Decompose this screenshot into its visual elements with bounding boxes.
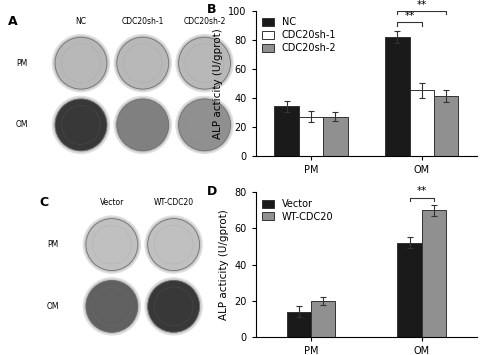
Legend: Vector, WT-CDC20: Vector, WT-CDC20	[260, 197, 335, 224]
Bar	[311, 301, 335, 337]
Text: PM: PM	[47, 240, 58, 249]
Circle shape	[145, 216, 202, 273]
Circle shape	[54, 98, 108, 152]
Circle shape	[179, 38, 230, 89]
Text: Vector: Vector	[100, 198, 124, 207]
Bar	[274, 106, 299, 156]
Circle shape	[147, 279, 201, 333]
Circle shape	[114, 97, 171, 153]
Circle shape	[53, 35, 109, 92]
Text: OM: OM	[47, 302, 59, 311]
Circle shape	[116, 36, 170, 90]
Text: NC: NC	[76, 17, 86, 26]
Text: C: C	[39, 196, 48, 209]
Circle shape	[83, 216, 140, 273]
Bar	[422, 210, 446, 337]
Text: CDC20sh-2: CDC20sh-2	[183, 17, 226, 26]
Text: B: B	[207, 4, 216, 16]
Text: OM: OM	[16, 120, 28, 130]
Bar	[410, 91, 434, 156]
Circle shape	[86, 281, 137, 332]
Circle shape	[179, 99, 230, 151]
Circle shape	[55, 38, 107, 89]
Circle shape	[116, 98, 170, 152]
Bar	[287, 312, 311, 337]
Text: CDC20sh-1: CDC20sh-1	[121, 17, 164, 26]
Circle shape	[148, 281, 199, 332]
Text: WT-CDC20: WT-CDC20	[154, 198, 194, 207]
Bar	[385, 37, 410, 156]
Circle shape	[176, 97, 233, 153]
Circle shape	[53, 97, 109, 153]
Circle shape	[86, 219, 137, 270]
Circle shape	[147, 218, 201, 272]
Bar	[398, 243, 422, 337]
Circle shape	[145, 278, 202, 335]
Circle shape	[54, 36, 108, 90]
Circle shape	[83, 278, 140, 335]
Text: **: **	[404, 11, 415, 21]
Y-axis label: ALP acticity (U/gprot): ALP acticity (U/gprot)	[219, 209, 228, 320]
Circle shape	[117, 99, 168, 151]
Text: D: D	[207, 185, 217, 198]
Circle shape	[177, 36, 231, 90]
Bar	[323, 116, 348, 156]
Circle shape	[85, 279, 139, 333]
Circle shape	[55, 99, 107, 151]
Bar	[299, 116, 323, 156]
Circle shape	[176, 35, 233, 92]
Legend: NC, CDC20sh-1, CDC20sh-2: NC, CDC20sh-1, CDC20sh-2	[260, 16, 338, 55]
Text: PM: PM	[16, 59, 27, 68]
Y-axis label: ALP acticity (U/gprot): ALP acticity (U/gprot)	[213, 28, 223, 138]
Text: A: A	[8, 15, 18, 28]
Circle shape	[177, 98, 231, 152]
Circle shape	[85, 218, 139, 272]
Text: **: **	[416, 0, 427, 10]
Bar	[434, 96, 458, 156]
Circle shape	[114, 35, 171, 92]
Circle shape	[148, 219, 199, 270]
Text: **: **	[416, 186, 427, 196]
Circle shape	[117, 38, 168, 89]
